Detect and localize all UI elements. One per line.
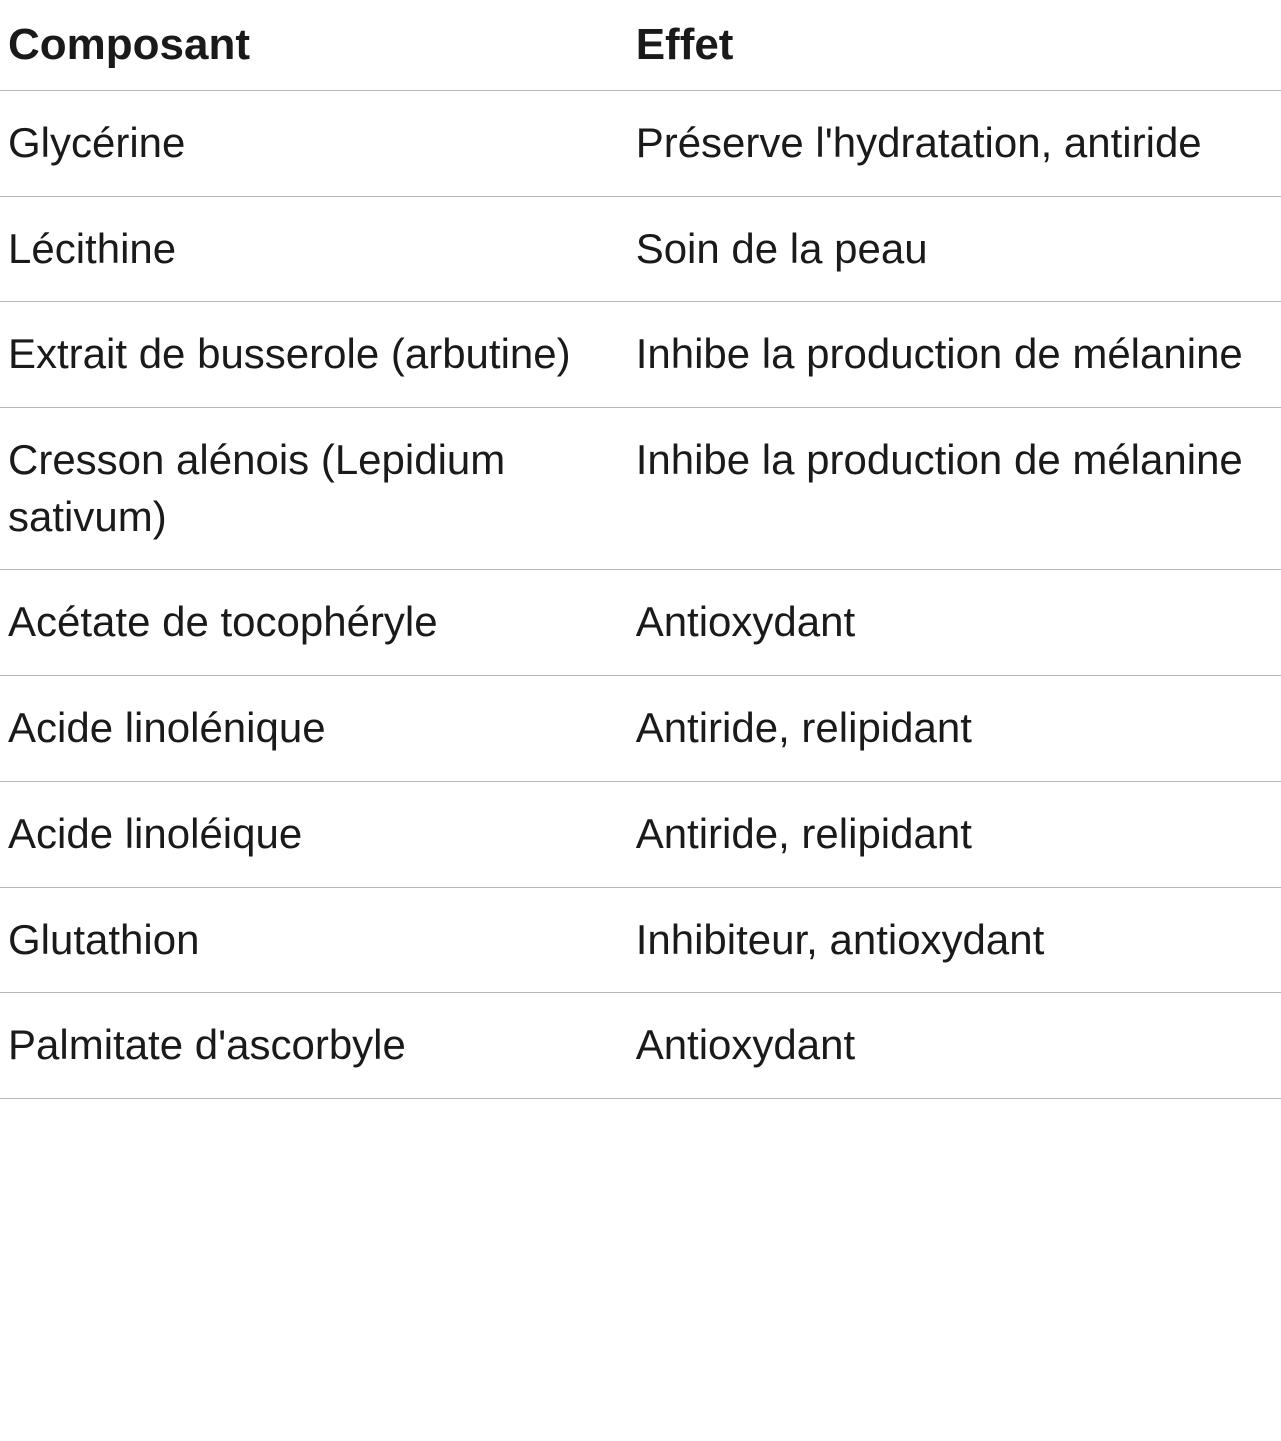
table-row: Lécithine Soin de la peau	[0, 196, 1281, 302]
cell-composant: Lécithine	[0, 196, 628, 302]
cell-composant: Acide linolénique	[0, 676, 628, 782]
cell-effet: Inhibe la production de mélanine	[628, 408, 1281, 570]
cell-effet: Inhibe la production de mélanine	[628, 302, 1281, 408]
ingredients-table-container: Composant Effet Glycérine Préserve l'hyd…	[0, 0, 1281, 1099]
cell-composant: Acide linoléique	[0, 781, 628, 887]
cell-effet: Antioxydant	[628, 993, 1281, 1099]
ingredients-table: Composant Effet Glycérine Préserve l'hyd…	[0, 0, 1281, 1099]
header-effet: Effet	[628, 0, 1281, 91]
cell-effet: Soin de la peau	[628, 196, 1281, 302]
table-row: Glycérine Préserve l'hydrata­tion, antir…	[0, 91, 1281, 197]
table-row: Palmitate d'ascorbyle Antioxydant	[0, 993, 1281, 1099]
table-body: Glycérine Préserve l'hydrata­tion, antir…	[0, 91, 1281, 1099]
table-row: Acide linoléique Antiride, relipidant	[0, 781, 1281, 887]
cell-composant: Extrait de busserole (arbutine)	[0, 302, 628, 408]
header-row: Composant Effet	[0, 0, 1281, 91]
cell-effet: Antiride, relipidant	[628, 781, 1281, 887]
cell-composant: Glutathion	[0, 887, 628, 993]
cell-composant: Glycérine	[0, 91, 628, 197]
header-composant: Composant	[0, 0, 628, 91]
cell-effet: Préserve l'hydrata­tion, antiride	[628, 91, 1281, 197]
cell-effet: Antiride, relipidant	[628, 676, 1281, 782]
table-row: Acide linolénique Antiride, relipidant	[0, 676, 1281, 782]
cell-composant: Palmitate d'ascorbyle	[0, 993, 628, 1099]
table-row: Cresson alénois (Lepidium sativum) Inhib…	[0, 408, 1281, 570]
cell-effet: Inhibiteur, antioxy­dant	[628, 887, 1281, 993]
table-row: Extrait de busserole (arbutine) Inhibe l…	[0, 302, 1281, 408]
cell-effet: Antioxydant	[628, 570, 1281, 676]
table-row: Glutathion Inhibiteur, antioxy­dant	[0, 887, 1281, 993]
table-row: Acétate de tocophéryle Antioxydant	[0, 570, 1281, 676]
cell-composant: Acétate de tocophéryle	[0, 570, 628, 676]
cell-composant: Cresson alénois (Lepidium sativum)	[0, 408, 628, 570]
